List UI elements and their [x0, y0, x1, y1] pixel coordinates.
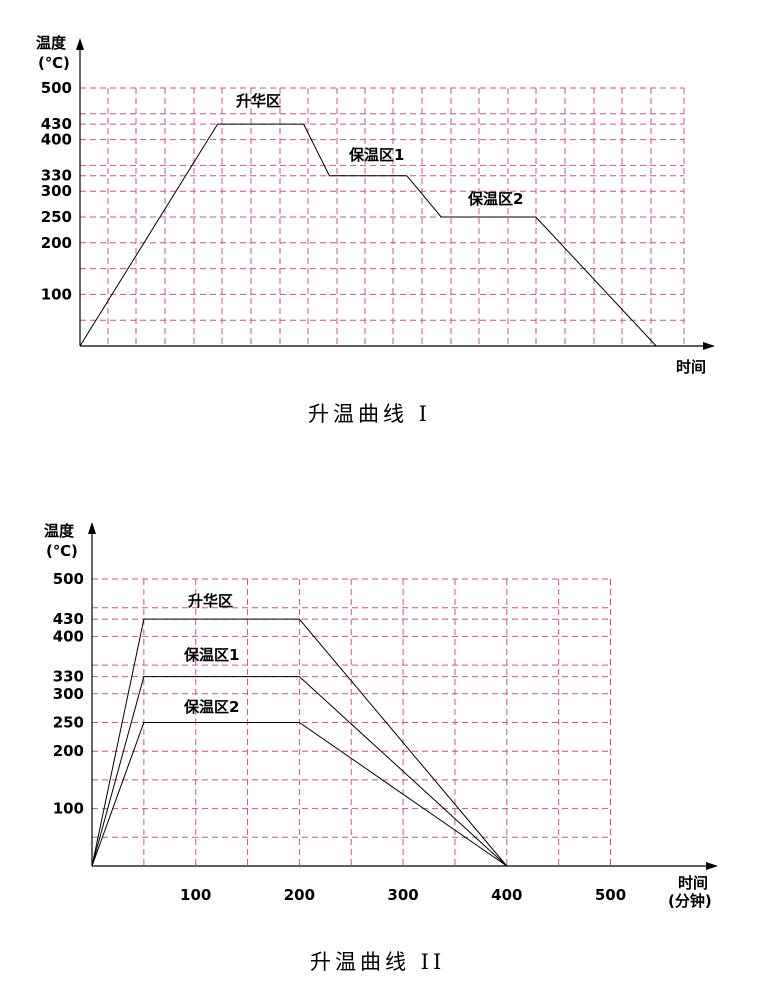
- y-axis-label: 温度: [44, 522, 75, 540]
- x-tick-label-500: 500: [595, 886, 626, 904]
- zone-label-2: 保温区1: [348, 146, 404, 164]
- y-axis-label: 温度: [36, 34, 67, 52]
- x-axis-label: 时间: [676, 358, 706, 376]
- y-tick-label-300: 300: [41, 182, 72, 200]
- zone-label-1: 升华区: [236, 92, 281, 110]
- y-tick-label-330: 330: [53, 668, 84, 686]
- y-tick-label-250: 250: [53, 714, 84, 732]
- y-tick-label-500: 500: [41, 79, 72, 97]
- y-axis-arrow: [76, 38, 84, 50]
- y-tick-label-200: 200: [41, 234, 72, 252]
- chart-1-caption: 升温曲线 I: [308, 402, 431, 426]
- curve-segment-3: [406, 175, 657, 347]
- zone-label-3: 保温区2: [467, 190, 523, 208]
- zone-label-1: 升华区: [188, 592, 233, 610]
- y-tick-label-500: 500: [53, 570, 84, 588]
- curve-segment-1: [79, 123, 304, 347]
- y-tick-label-430: 430: [41, 115, 72, 133]
- x-tick-label-400: 400: [491, 886, 522, 904]
- zone-label-2: 保温区1: [183, 646, 239, 664]
- y-axis-unit: (℃): [38, 54, 70, 72]
- y-tick-label-100: 100: [53, 800, 84, 818]
- y-tick-label-200: 200: [53, 742, 84, 760]
- y-axis-unit: (℃): [46, 542, 78, 560]
- y-tick-label-400: 400: [41, 131, 72, 149]
- x-tick-label-300: 300: [387, 886, 418, 904]
- x-axis-arrow: [703, 342, 715, 350]
- y-tick-label-300: 300: [53, 685, 84, 703]
- y-axis-arrow: [88, 522, 96, 534]
- x-tick-label-200: 200: [284, 886, 315, 904]
- curve-1: [91, 618, 508, 867]
- y-tick-label-330: 330: [41, 167, 72, 185]
- curve-segment-2: [303, 123, 407, 177]
- x-axis-label: 时间: [678, 874, 708, 892]
- y-tick-label-400: 400: [53, 627, 84, 645]
- curve-2: [91, 676, 508, 867]
- x-axis-arrow: [706, 862, 718, 870]
- curve-3: [91, 722, 508, 867]
- x-tick-label-100: 100: [180, 886, 211, 904]
- y-tick-label-430: 430: [53, 610, 84, 628]
- y-tick-label-100: 100: [41, 285, 72, 303]
- chart-2-caption: 升温曲线 II: [310, 950, 446, 974]
- y-tick-label-250: 250: [41, 208, 72, 226]
- x-axis-unit: (分钟): [668, 892, 712, 910]
- zone-label-3: 保温区2: [183, 698, 239, 716]
